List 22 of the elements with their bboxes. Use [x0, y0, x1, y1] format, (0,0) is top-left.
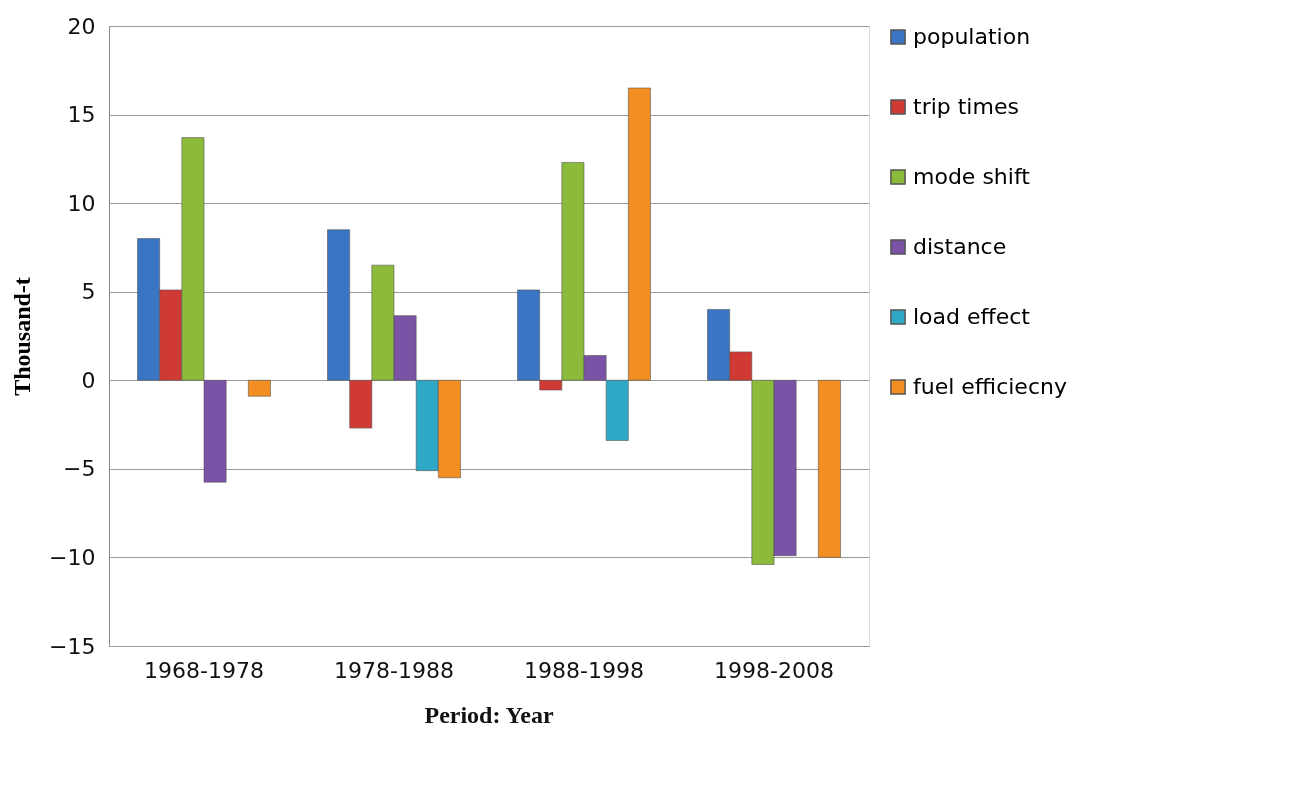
- x-tick-label: 1998-2008: [714, 657, 834, 683]
- y-tick-label: −5: [63, 456, 96, 482]
- y-tick-label: −15: [49, 633, 96, 659]
- y-tick-label: 20: [67, 13, 96, 39]
- y-tick-label: −10: [49, 544, 96, 570]
- x-tick-label: 1968-1978: [144, 657, 264, 683]
- x-tick-label: 1988-1998: [524, 657, 644, 683]
- legend-label: population: [913, 24, 1031, 49]
- legend-label: distance: [913, 234, 1007, 259]
- y-tick-label: 0: [81, 367, 96, 393]
- legend-label: mode shift: [913, 164, 1031, 189]
- y-tick-label: 5: [81, 279, 96, 305]
- y-tick-label: 15: [67, 102, 96, 128]
- y-tick-label: 10: [67, 190, 96, 216]
- bar: [818, 379, 841, 558]
- y-axis-title: Thousand-t: [9, 277, 36, 396]
- x-axis-title: Period: Year: [424, 702, 554, 728]
- legend-label: trip times: [913, 94, 1019, 119]
- x-tick-label: 1978-1988: [334, 657, 454, 683]
- bar: [248, 379, 271, 397]
- legend-label: load effect: [913, 304, 1031, 329]
- legend-label: fuel efficiecny: [913, 374, 1067, 399]
